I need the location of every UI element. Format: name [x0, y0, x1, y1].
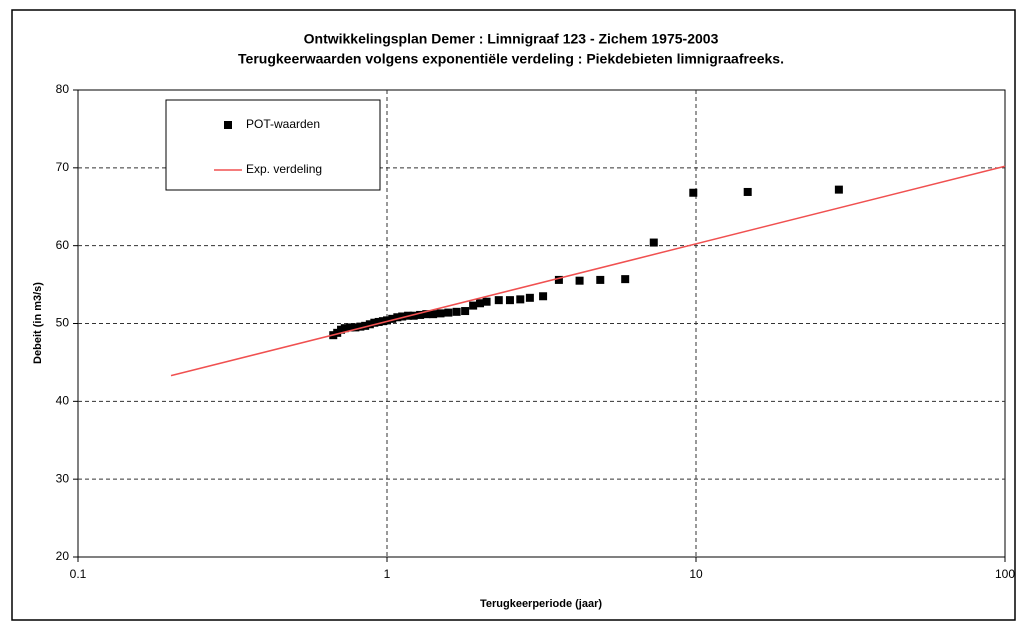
legend-label: POT-waarden	[246, 117, 320, 131]
x-tick-label: 0.1	[70, 567, 87, 581]
y-tick-label: 80	[56, 82, 70, 96]
data-point	[554, 275, 563, 284]
data-point	[575, 276, 584, 285]
data-point	[409, 311, 418, 320]
data-point	[461, 307, 470, 316]
chart-subtitle: Terugkeerwaarden volgens exponentiële ve…	[238, 51, 784, 67]
data-point	[361, 321, 370, 330]
data-point	[340, 324, 349, 333]
legend-box	[165, 99, 381, 191]
data-point	[482, 297, 491, 306]
data-point	[516, 295, 525, 304]
data-point	[505, 296, 514, 305]
data-point	[689, 188, 698, 197]
data-point	[494, 296, 503, 305]
data-point	[356, 322, 365, 331]
data-point	[378, 317, 387, 326]
data-point	[469, 301, 478, 310]
y-tick-label: 50	[56, 316, 70, 330]
data-point	[416, 310, 425, 319]
data-point	[429, 310, 438, 319]
data-point	[452, 307, 461, 316]
fit-line	[170, 165, 1006, 377]
x-axis-label: Terugkeerperiode (jaar)	[480, 598, 602, 610]
data-point	[436, 309, 445, 318]
legend-marker	[224, 121, 232, 129]
legend-label: Exp. verdeling	[246, 162, 322, 176]
data-point	[596, 275, 605, 284]
y-tick-label: 60	[56, 238, 70, 252]
data-point	[476, 299, 485, 308]
data-point	[525, 293, 534, 302]
y-axis-label: Debeit (in m3/s)	[32, 282, 44, 364]
data-point	[383, 316, 391, 325]
y-tick-label: 20	[56, 549, 70, 563]
chart-title: Ontwikkelingsplan Demer : Limnigraaf 123…	[304, 31, 719, 47]
data-point	[351, 323, 360, 332]
data-point	[743, 187, 752, 196]
data-point	[346, 323, 355, 332]
y-tick-label: 70	[56, 160, 70, 174]
data-point	[398, 312, 407, 321]
data-point	[539, 292, 548, 301]
data-point	[444, 308, 453, 317]
data-point	[649, 238, 658, 247]
x-tick-label: 1	[384, 567, 391, 581]
data-point	[834, 185, 843, 194]
data-point	[422, 310, 431, 319]
x-tick-label: 100	[995, 567, 1015, 581]
y-tick-label: 40	[56, 394, 70, 408]
data-point	[388, 314, 397, 323]
data-point	[370, 318, 379, 327]
y-tick-label: 30	[56, 471, 70, 485]
data-point	[621, 275, 630, 284]
data-point	[374, 317, 383, 326]
x-tick-label: 10	[689, 567, 703, 581]
data-point	[365, 320, 374, 329]
data-point	[393, 313, 402, 322]
